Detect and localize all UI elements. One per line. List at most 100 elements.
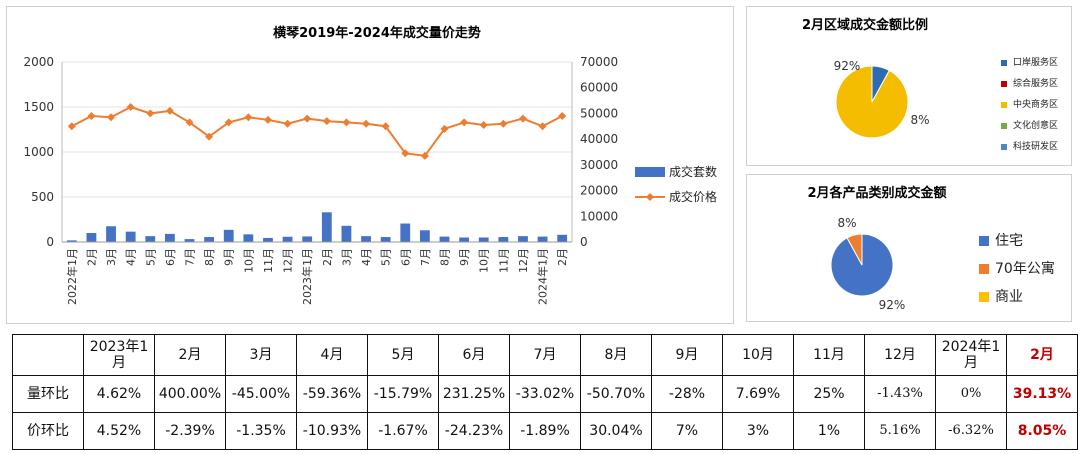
x-axis-tick: 2月 (556, 248, 569, 266)
right-axis-tick: 0 (580, 235, 588, 249)
price-point (381, 122, 390, 131)
pie-legend-swatch (1001, 123, 1007, 129)
right-axis-tick: 10000 (580, 209, 618, 223)
volume-bar (263, 237, 273, 242)
left-axis-tick: 2000 (23, 55, 54, 69)
table-cell: -6.32% (935, 412, 1007, 450)
table-month-header: 10月 (722, 334, 794, 376)
table-month-header: 8月 (580, 334, 652, 376)
price-point (558, 112, 567, 120)
table-month-header: 7月 (509, 334, 581, 376)
x-axis-tick: 2023年1月 (300, 248, 314, 305)
table-month-header: 12月 (864, 334, 936, 376)
pie-slice (846, 233, 863, 266)
pie-data-label: 92% (879, 298, 906, 312)
right-axis-tick: 50000 (580, 106, 618, 120)
x-axis-tick: 3月 (105, 248, 118, 266)
table-cell: 7% (651, 412, 723, 450)
legend-bar-label: 成交套数 (669, 164, 717, 179)
price-point (538, 122, 547, 131)
pie-legend-swatch (979, 292, 989, 302)
volume-bar (66, 240, 77, 242)
table-month-header: 2024年1月 (935, 334, 1007, 376)
left-axis-tick: 1000 (23, 145, 54, 159)
pie-slice (835, 65, 909, 139)
table-cell: 30.04% (580, 412, 652, 450)
table-cell: -45.00% (225, 375, 297, 413)
table-cell: -1.67% (367, 412, 439, 450)
pie-legend-label: 口岸服务区 (1013, 56, 1058, 68)
table-cell: -28% (651, 375, 723, 413)
right-axis-tick: 60000 (580, 81, 618, 95)
x-axis-tick: 6月 (164, 248, 177, 266)
pie-legend-label: 商业 (995, 289, 1023, 305)
price-point (185, 118, 194, 127)
table-cell: 0% (935, 375, 1007, 413)
price-point (146, 109, 155, 118)
x-axis-tick: 7月 (419, 248, 432, 266)
volume-bar (361, 236, 371, 242)
pie-legend-swatch (979, 264, 989, 274)
mom-change-table: 2023年1月 2月 3月 4月 5月 6月 7月 8月 9月 10月 11月 … (12, 334, 1078, 450)
product-pie-title: 2月各产品类别成交金额 (807, 185, 946, 201)
table-cell: -24.23% (438, 412, 510, 450)
table-cell: 231.25% (438, 375, 510, 413)
price-point (518, 114, 527, 123)
region-pie-panel: 2月区域成交金额比例 8% 92% 口岸服务区 综合服务区 中央商务区 文化创意区 科技研… (746, 6, 1072, 166)
table-month-header: 9月 (651, 334, 723, 376)
volume-bar (282, 236, 293, 242)
table-month-header: 5月 (367, 334, 439, 376)
table-cell: -33.02% (509, 375, 581, 413)
pie-legend-label: 中央商务区 (1013, 98, 1058, 110)
table-cell: -59.36% (296, 375, 368, 413)
table-cell: -2.39% (154, 412, 226, 450)
x-axis-tick: 8月 (439, 248, 452, 266)
legend-bar-swatch (635, 167, 665, 177)
pie-data-label: 92% (834, 59, 861, 73)
volume-bar (341, 225, 352, 242)
chart-title: 横琴2019年-2024年成交量价走势 (273, 25, 481, 41)
x-axis-tick: 10月 (242, 248, 255, 273)
x-axis-tick: 2022年1月 (65, 248, 79, 305)
right-axis-tick: 20000 (580, 184, 618, 198)
price-point (165, 106, 174, 115)
volume-bar (164, 233, 175, 242)
volume-bar (439, 236, 450, 242)
pie-legend-label: 70年公寓 (995, 260, 1055, 277)
table-row: 量环比 4.62% 400.00% -45.00% -59.36% -15.79… (12, 375, 1078, 413)
table-month-header: 11月 (793, 334, 865, 376)
pie-legend-label: 文化创意区 (1013, 119, 1058, 131)
product-pie-panel: 2月各产品类别成交金额 92% 8% 住宅 70年公寓 商业 (746, 174, 1072, 322)
volume-bar (498, 237, 509, 242)
volume-bar (184, 239, 195, 242)
price-point (440, 124, 449, 133)
row-label-price: 价环比 (12, 412, 84, 450)
volume-bar (518, 236, 528, 242)
region-pie-title: 2月区域成交金额比例 (802, 17, 928, 33)
table-cell: 39.13% (1006, 375, 1078, 413)
pie-legend-swatch (979, 236, 989, 246)
table-cell: -1.89% (509, 412, 581, 450)
volume-bar (459, 237, 470, 242)
volume-bar (243, 234, 254, 242)
pie-legend-label: 科技研发区 (1013, 140, 1058, 152)
price-point (362, 119, 371, 128)
volume-bar (478, 237, 489, 242)
volume-bar (86, 233, 97, 242)
legend-line-label: 成交价格 (669, 189, 717, 204)
volume-bar (106, 226, 116, 242)
table-cell: 25% (793, 375, 865, 413)
volume-bar (537, 236, 548, 242)
volume-bar (145, 236, 156, 242)
x-axis-tick: 9月 (223, 248, 236, 266)
volume-bar (380, 237, 391, 242)
left-axis-tick: 0 (46, 235, 54, 249)
right-axis-tick: 40000 (580, 132, 618, 146)
price-line (71, 105, 563, 157)
volume-bar (557, 234, 568, 242)
x-axis-tick: 2月 (85, 248, 98, 266)
table-cell: 7.69% (722, 375, 794, 413)
price-point (244, 113, 253, 122)
volume-price-chart-panel: 横琴2019年-2024年成交量价走势 0 500 1000 1500 2000 0 100… (6, 6, 734, 324)
table-month-header: 6月 (438, 334, 510, 376)
